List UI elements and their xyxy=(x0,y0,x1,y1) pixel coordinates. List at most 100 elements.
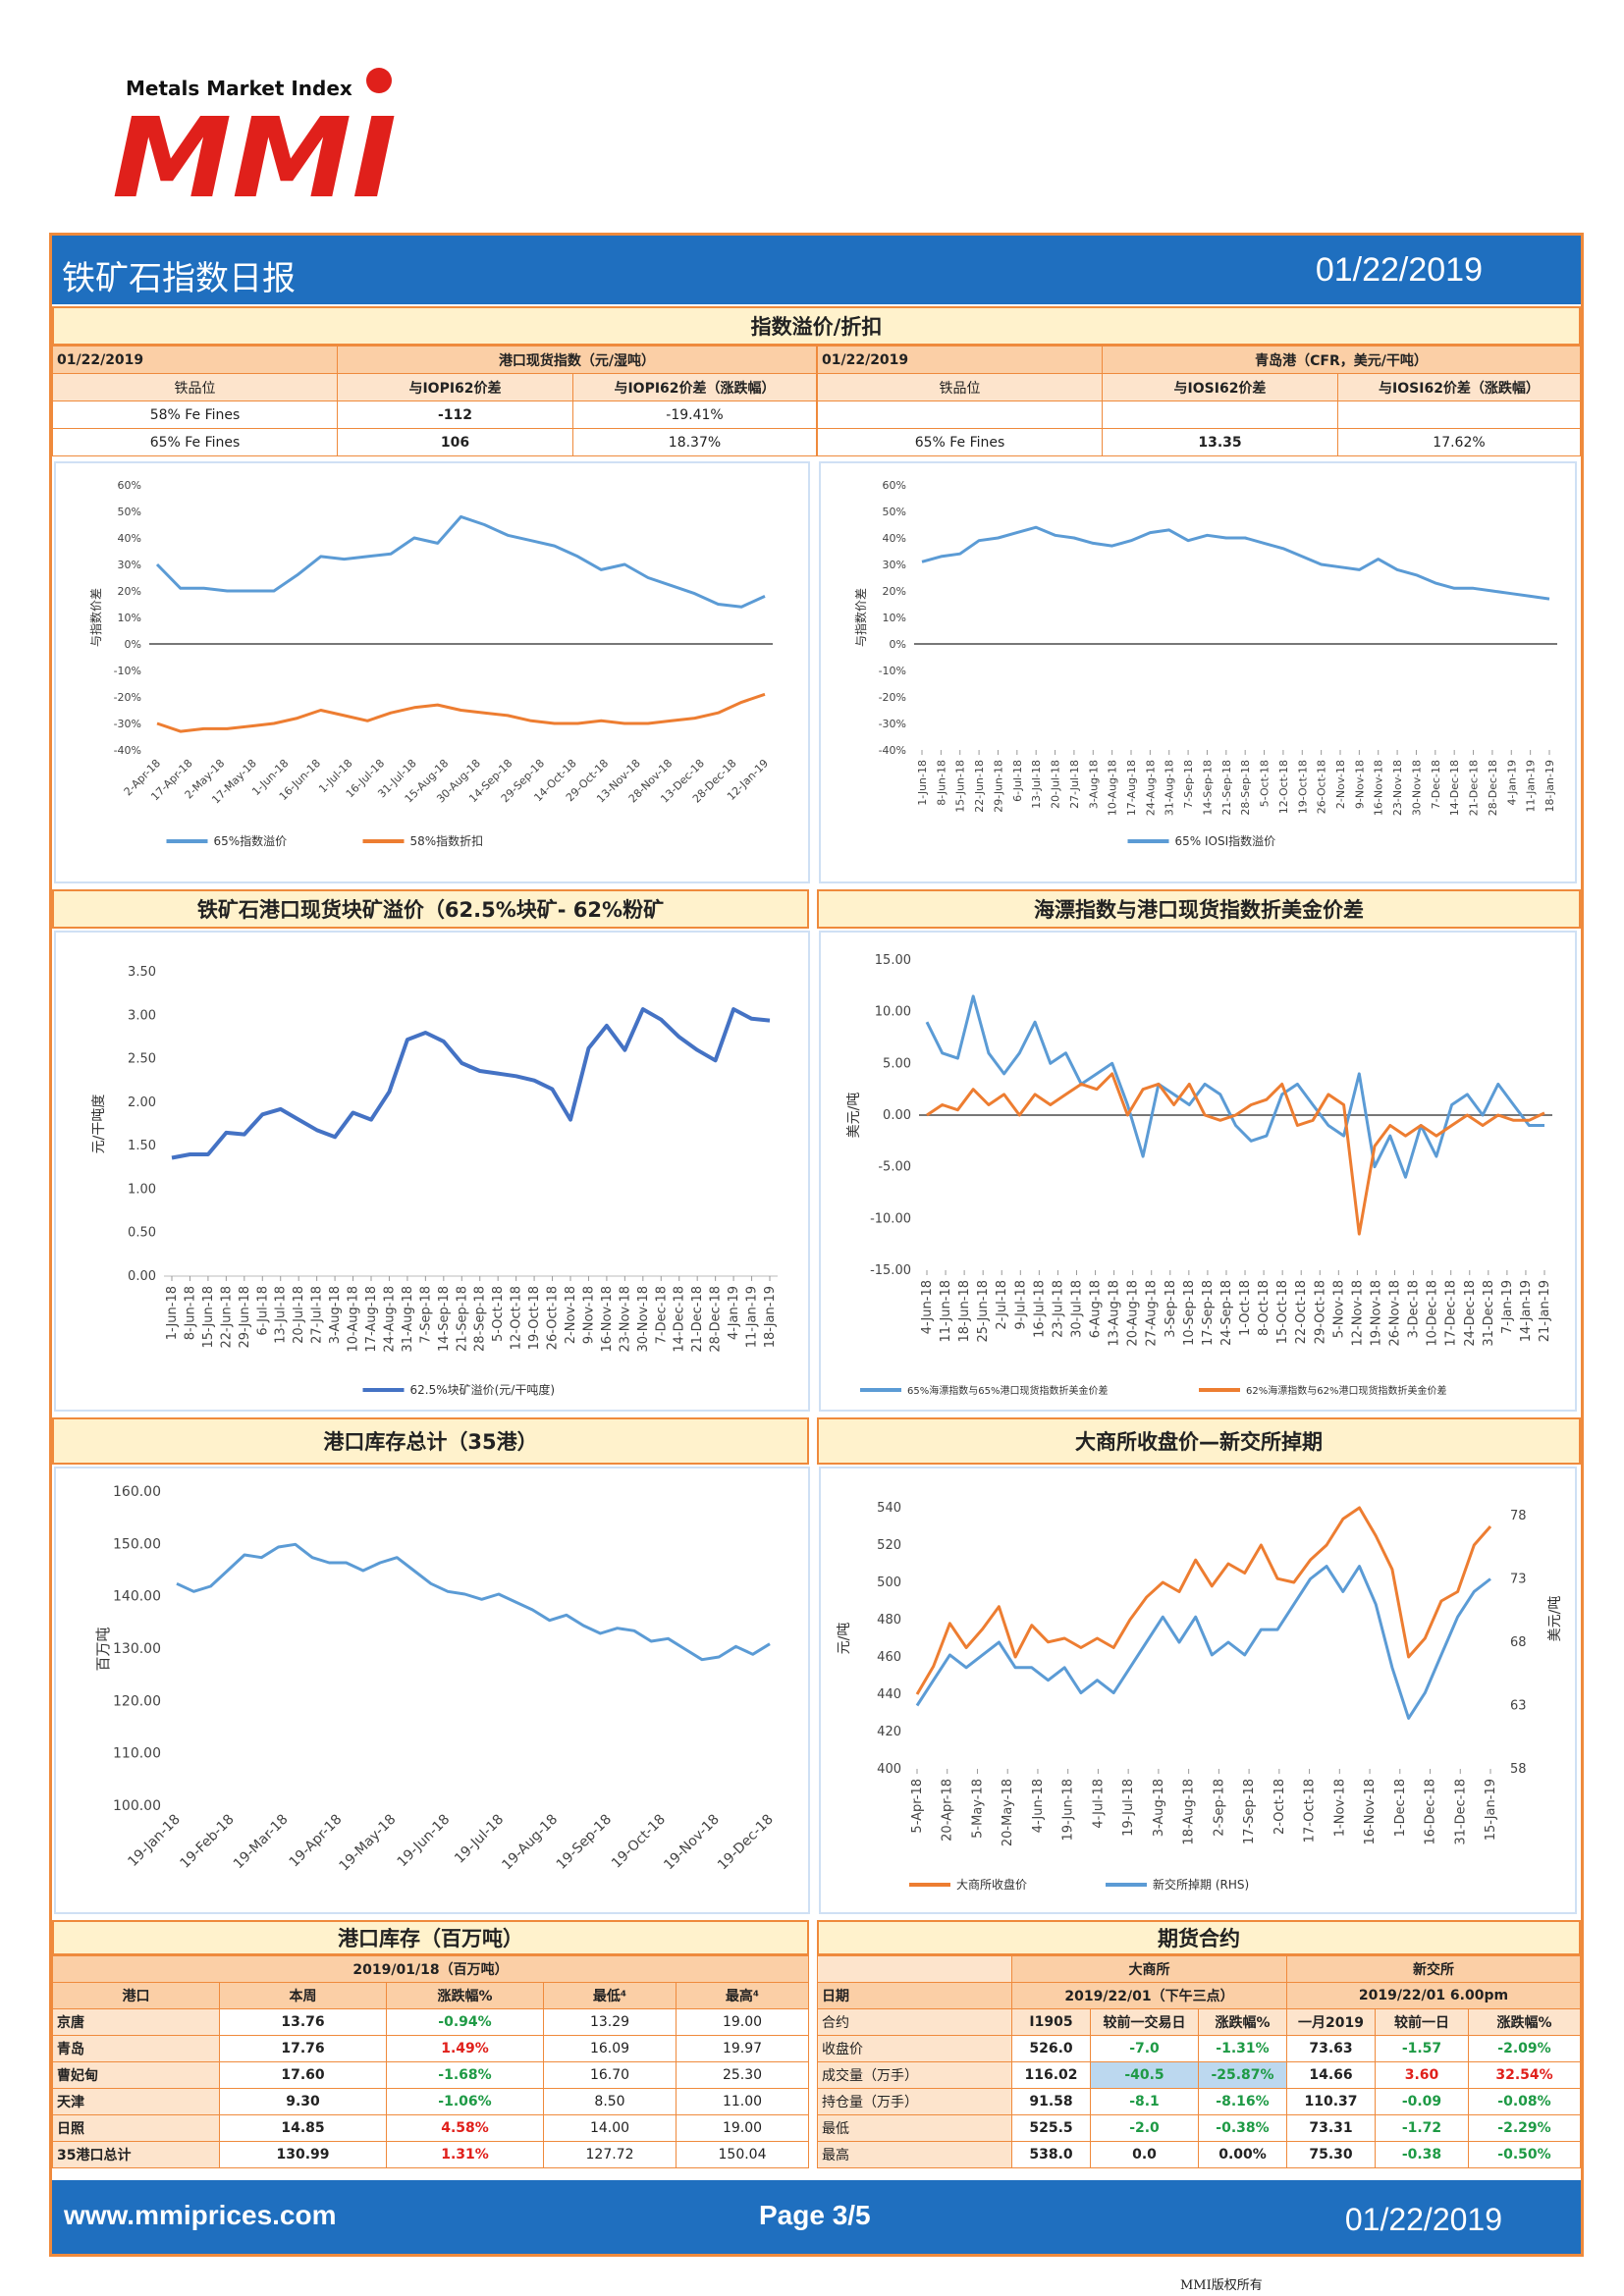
y-tick-label: 40% xyxy=(883,532,906,545)
low-cell: 16.09 xyxy=(543,2035,677,2062)
x-tick-label: 28-Sep-18 xyxy=(1239,760,1252,816)
x-tick-label: 24-Aug-18 xyxy=(1144,760,1157,816)
x-tick-label: 1-Oct-18 xyxy=(1238,1280,1253,1336)
x-tick-label: 4-Jan-19 xyxy=(727,1286,741,1340)
y-tick-label: 3.00 xyxy=(128,1008,156,1023)
chg-cell: 1.31% xyxy=(386,2141,544,2168)
x-tick-label: 5-Oct-18 xyxy=(491,1286,506,1342)
low-cell: 127.72 xyxy=(543,2141,677,2168)
x-tick-label: 21-Dec-18 xyxy=(690,1286,705,1353)
futures-chart-box: 540 520 500 480 460 440 420 400 元/吨 78 73 68 63 58 美元/… xyxy=(819,1467,1577,1914)
week-cell: 130.99 xyxy=(219,2141,387,2168)
y-tick-label: 60% xyxy=(883,479,906,492)
x-tick-label: 19-Nov-18 xyxy=(661,1812,723,1874)
x-tick-label: 19-Apr-18 xyxy=(287,1812,346,1871)
chart-premium-iosi: 60% 50% 40% 30% 20% 10% 0% -10% -20% -30% -40% 与指数价… xyxy=(853,479,1557,848)
x-tick-label: 27-Jul-18 xyxy=(1068,760,1081,809)
premium-right-col3: 与IOSI62价差（涨跌幅） xyxy=(1337,373,1581,401)
y-tick-label: -40% xyxy=(879,744,906,757)
col-high: 最高⁴ xyxy=(676,1982,809,2009)
x-tick-label: 13-Aug-18 xyxy=(1108,1280,1122,1347)
legend-label: 62%海漂指数与62%港口现货指数折美金价差 xyxy=(1246,1384,1446,1397)
mmi-logo-graphic: MMI xyxy=(112,95,397,223)
table-row: 京唐 13.76 -0.94% 13.29 19.00 xyxy=(52,2008,809,2036)
sub-jan: 一月2019 xyxy=(1286,2008,1376,2036)
sub-i1905: I1905 xyxy=(1011,2008,1091,2036)
value-cell: 75.30 xyxy=(1286,2141,1376,2168)
x-tick-label: 23-Jul-18 xyxy=(1051,1280,1065,1338)
premium-left-index: 港口现货指数（元/湿吨） xyxy=(337,346,817,374)
pct-cell: -19.41% xyxy=(572,400,817,429)
chg-cell: -1.06% xyxy=(386,2088,544,2115)
x-tick-label: 24-Sep-18 xyxy=(1219,1280,1234,1346)
x-tick-label: 18-Jun-18 xyxy=(957,1280,972,1343)
value-cell: 0.0 xyxy=(1090,2141,1199,2168)
footer-page: Page 3/5 xyxy=(759,2200,871,2230)
x-tick-label: 4-Jun-18 xyxy=(1031,1779,1046,1833)
x-tick-label: 6-Jul-18 xyxy=(255,1286,270,1336)
low-cell: 16.70 xyxy=(543,2061,677,2089)
table-row xyxy=(817,400,1581,429)
value-cell: 116.02 xyxy=(1011,2061,1091,2089)
x-tick-label: 8-Jun-18 xyxy=(183,1286,197,1340)
x-tick-label: 19-Nov-18 xyxy=(1369,1280,1383,1347)
y-tick-label: 15.00 xyxy=(875,953,911,968)
chg-cell: 4.58% xyxy=(386,2114,544,2142)
sub-contract: 合约 xyxy=(817,2008,1012,2036)
premium-right-date: 01/22/2019 xyxy=(817,346,1103,374)
row-label: 成交量（万手） xyxy=(817,2061,1012,2089)
x-tick-label: 28-Dec-18 xyxy=(709,1286,724,1353)
x-tick-label: 20-May-18 xyxy=(1001,1779,1015,1846)
x-tick-label: 16-Nov-18 xyxy=(1373,760,1385,816)
value-cell: -8.16% xyxy=(1198,2088,1287,2115)
legend-label: 大商所收盘价 xyxy=(956,1877,1027,1892)
y-tick-label: 40% xyxy=(118,532,141,545)
x-tick-label: 12-Nov-18 xyxy=(1350,1280,1365,1347)
value-cell: -2.29% xyxy=(1468,2114,1581,2142)
x-tick-label: 18-Aug-18 xyxy=(1182,1779,1197,1845)
premium-table-right: 01/22/2019 青岛港（CFR，美元/干吨） 铁品位 与IOSI62价差 … xyxy=(817,346,1581,456)
y-tick-label: 0% xyxy=(125,638,141,651)
table-row: 天津 9.30 -1.06% 8.50 11.00 xyxy=(52,2088,809,2115)
value-cell: 538.0 xyxy=(1011,2141,1091,2168)
x-tick-label: 26-Oct-18 xyxy=(546,1286,561,1350)
y-tick-label: 50% xyxy=(118,506,141,518)
series-line xyxy=(926,1072,1545,1236)
x-tick-label: 19-Aug-18 xyxy=(499,1812,561,1874)
x-tick-label: 21-Sep-18 xyxy=(1220,760,1233,816)
logo-dot-icon xyxy=(366,68,392,93)
x-tick-label: 17-Aug-18 xyxy=(1125,760,1138,816)
value-cell: 91.58 xyxy=(1011,2088,1091,2115)
y-tick-label: 60% xyxy=(118,479,141,492)
x-tick-label: 10-Dec-18 xyxy=(1426,1280,1440,1347)
y-tick-label: 400 xyxy=(877,1762,901,1777)
x-tick-label: 15-Jun-18 xyxy=(954,760,967,813)
x-tick-label: 23-Nov-18 xyxy=(618,1286,632,1353)
x-tick-label: 1-Jun-18 xyxy=(916,760,929,806)
x-tick-label: 31-Aug-18 xyxy=(401,1286,415,1353)
legend-label: 新交所掉期 (RHS) xyxy=(1153,1877,1249,1892)
y-tick-label: 0.00 xyxy=(128,1269,156,1284)
x-tick-label: 14-Dec-18 xyxy=(1448,760,1461,816)
value-cell: -40.5 xyxy=(1090,2061,1199,2089)
inventory-table: 2019/01/18（百万吨） 港口 本周 涨跌幅% 最低⁴ 最高⁴ 京唐 13… xyxy=(52,1955,809,2168)
series-line xyxy=(176,1542,771,1662)
x-tick-label: 24-Dec-18 xyxy=(1463,1280,1478,1347)
x-tick-label: 4-Jan-19 xyxy=(1505,760,1518,806)
x-tick-label: 15-Oct-18 xyxy=(1275,1280,1290,1344)
chart-seaborne-diff: 15.00 10.00 5.00 0.00 -5.00 -10.00 -15.00 美元/吨 4… xyxy=(846,953,1552,1397)
low-cell: 8.50 xyxy=(543,2088,677,2115)
x-tick-label: 19-Jul-18 xyxy=(452,1812,507,1867)
x-tick-label: 28-Sep-18 xyxy=(473,1286,488,1352)
x-tick-label: 7-Dec-18 xyxy=(654,1286,669,1344)
x-tick-label: 11-Jan-19 xyxy=(745,1286,760,1348)
port-cell: 35港口总计 xyxy=(52,2141,220,2168)
y2-axis-label: 美元/吨 xyxy=(1547,1596,1563,1642)
footer-url[interactable]: www.mmiprices.com xyxy=(64,2200,337,2230)
x-tick-label: 24-Aug-18 xyxy=(382,1286,397,1353)
col-chg: 涨跌幅% xyxy=(386,1982,544,2009)
y-tick-label: 10.00 xyxy=(875,1005,911,1020)
x-tick-label: 2-Nov-18 xyxy=(1334,760,1347,809)
table-row: 收盘价 526.0 -7.0 -1.31% 73.63 -1.57 -2.09% xyxy=(817,2035,1581,2062)
table-row: 持仓量（万手） 91.58 -8.1 -8.16% 110.37 -0.09 -… xyxy=(817,2088,1581,2115)
